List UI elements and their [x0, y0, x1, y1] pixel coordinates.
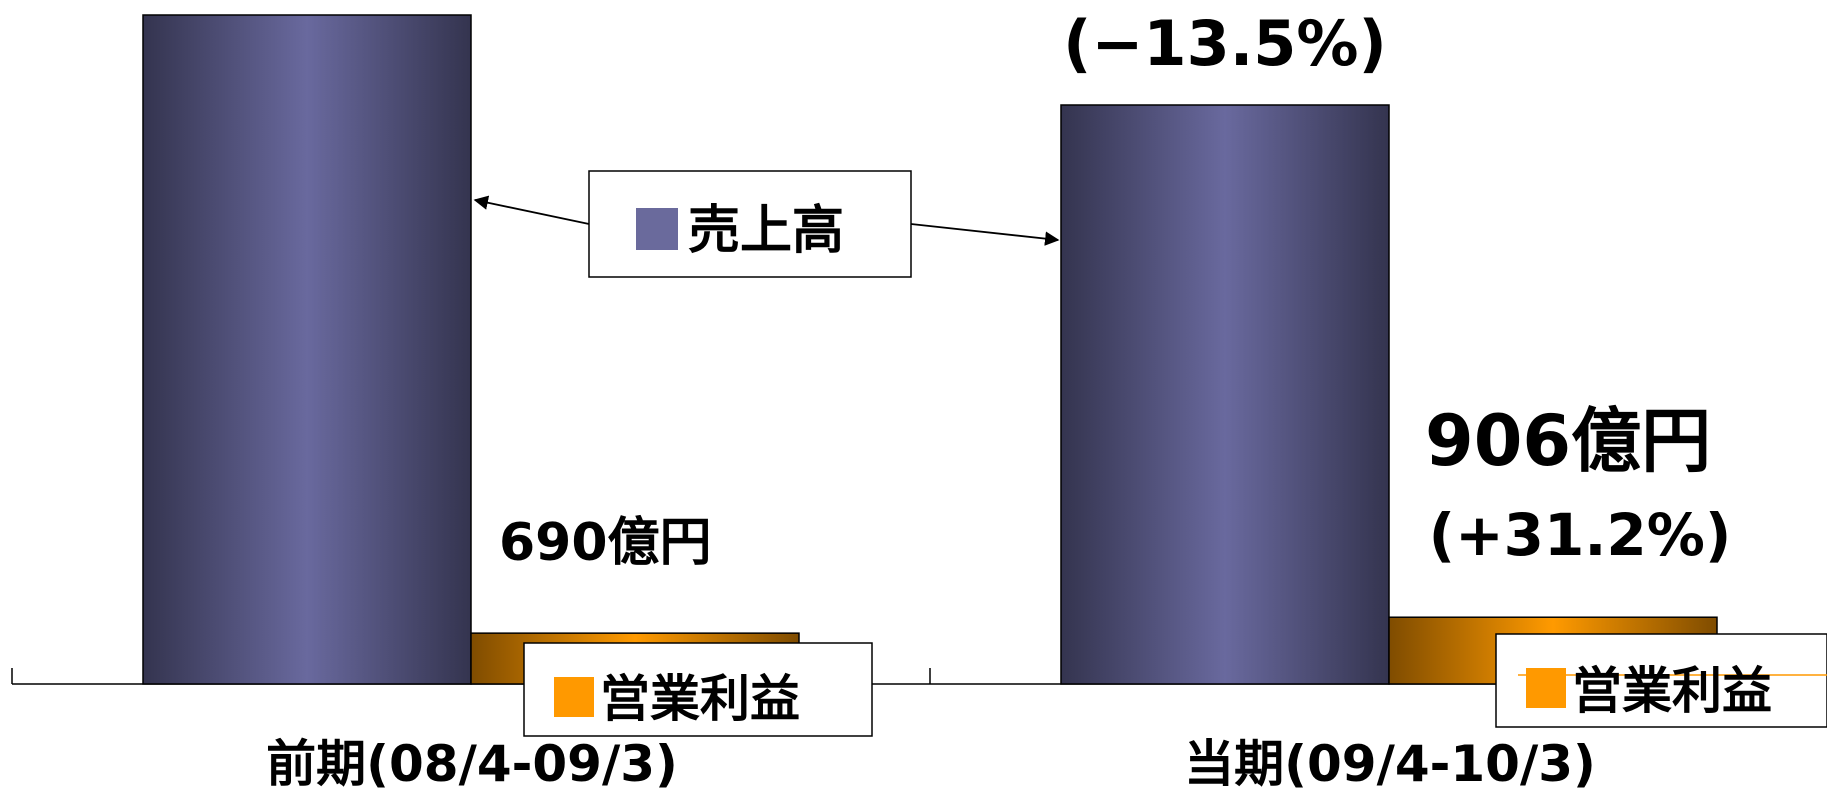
profit-prev-label: 690億円 [499, 513, 712, 573]
legend-sales: 売上高 [473, 170, 1060, 278]
legend-sales-arrow-right [910, 223, 1060, 246]
category-label-current: 当期(09/4-10/3) [1184, 735, 1596, 790]
legend-profit-prev: 営業利益 [523, 642, 873, 737]
legend-profit-current: 営業利益 [1495, 633, 1827, 728]
profit-change-label: (+31.2%) [1429, 501, 1732, 569]
legend-profit-label: 営業利益 [1572, 662, 1772, 720]
category-label-prev: 前期(08/4-09/3) [266, 735, 678, 790]
legend-sales-arrow-left [473, 195, 590, 225]
legend-profit-swatch [1526, 668, 1566, 708]
legend-sales-swatch [636, 208, 678, 250]
profit-current-label: 906億円 [1425, 400, 1711, 482]
sales-change-label: (−13.5%) [1063, 7, 1387, 80]
legend-sales-label: 売上高 [688, 201, 844, 261]
bar-sales-current [1060, 104, 1390, 685]
legend-profit-swatch [554, 677, 594, 717]
bar-sales-prev [142, 14, 472, 685]
legend-profit-label: 営業利益 [600, 670, 800, 728]
